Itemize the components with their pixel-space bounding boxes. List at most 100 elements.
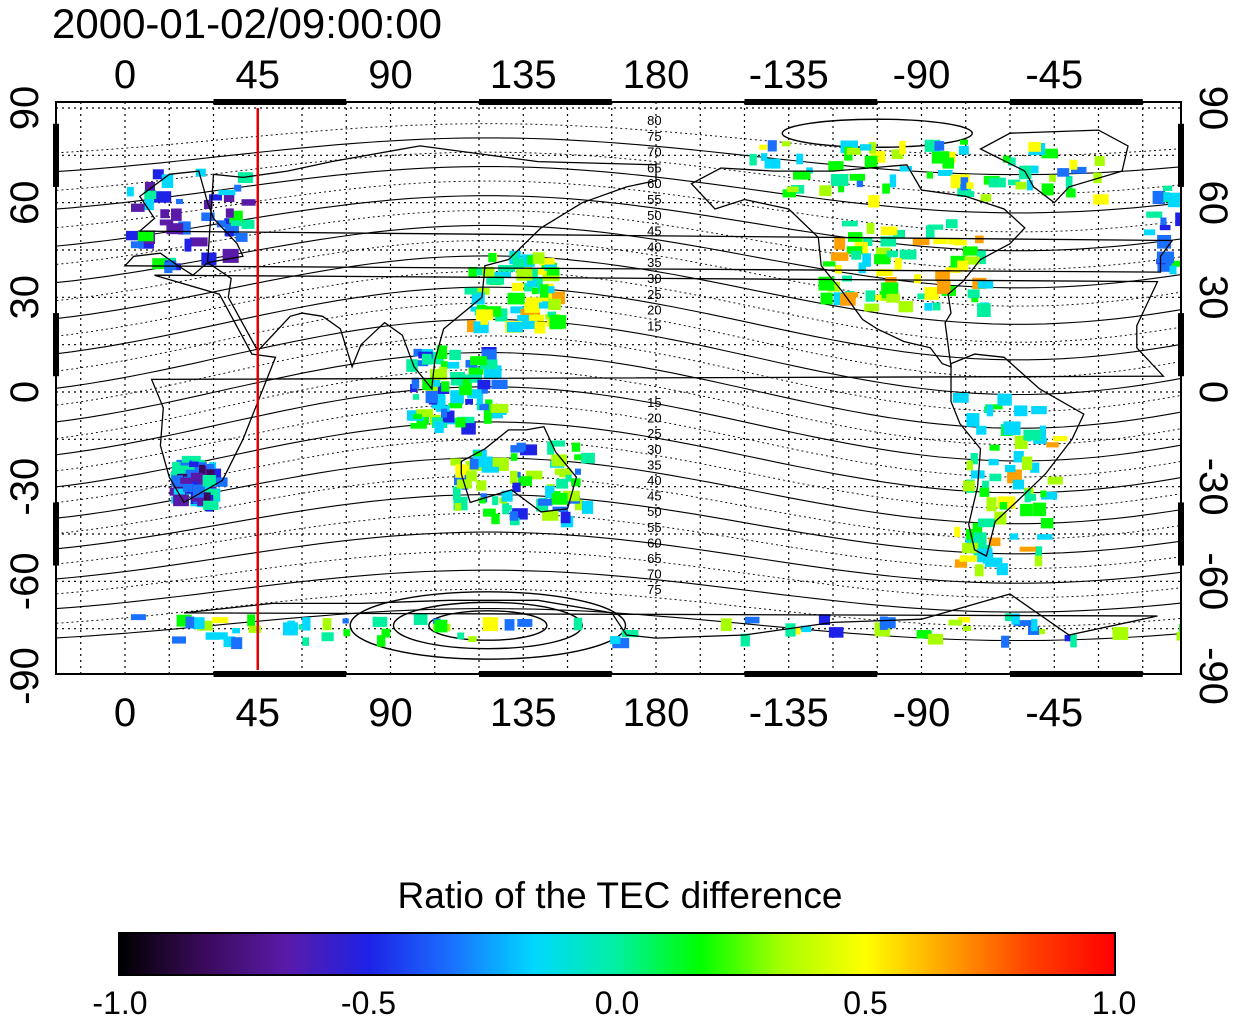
tec-patch [551, 492, 568, 505]
tec-patch [1009, 533, 1019, 540]
tec-patch [831, 252, 849, 261]
contour-label: 30 [647, 442, 661, 457]
tec-patch [534, 321, 546, 334]
latitude-tick-left: 90 [3, 86, 47, 131]
tec-patch [982, 480, 989, 492]
tec-patch [176, 614, 192, 627]
contour-line [56, 335, 1181, 412]
latitude-tick-right: -90 [1191, 647, 1235, 705]
tec-patch [184, 238, 192, 252]
tec-patch [581, 452, 595, 464]
frame-bar-top [1010, 99, 1143, 105]
tec-patch [381, 628, 391, 638]
tec-patch [130, 241, 144, 249]
tec-patch [927, 633, 944, 645]
contour-label: 20 [647, 411, 661, 426]
longitude-tick-bottom: -45 [1025, 691, 1083, 735]
tec-patch [966, 182, 974, 189]
tec-patch [455, 464, 465, 478]
tec-patch [565, 473, 572, 482]
tec-patch [200, 482, 211, 495]
tec-patch [860, 144, 872, 151]
latitude-tick-right: -30 [1191, 458, 1235, 516]
tec-patch [928, 224, 944, 230]
tec-patch [442, 410, 455, 423]
tec-patch [241, 199, 256, 206]
tec-patch [886, 293, 900, 303]
tec-patch [962, 480, 975, 492]
contour-line [56, 421, 1181, 494]
colorbar-tick-label: -0.5 [340, 985, 397, 1021]
tec-patch [1164, 192, 1181, 201]
tec-patch [551, 454, 567, 467]
tec-patch [438, 394, 445, 408]
tec-patch [209, 194, 222, 201]
tec-patch [959, 139, 968, 145]
tec-patch [1001, 635, 1010, 648]
tec-patch [573, 617, 583, 631]
tec-patch [441, 381, 450, 392]
contour-line [56, 403, 1181, 478]
tec-patch [477, 379, 491, 390]
tec-patch [985, 404, 1003, 410]
tec-patch [796, 153, 804, 165]
tec-patch [926, 171, 933, 179]
tec-patch [494, 272, 511, 278]
frame-bar-left [53, 123, 59, 187]
contour-label: 70 [647, 145, 661, 160]
tec-patch [476, 268, 483, 276]
tec-patch [171, 475, 184, 487]
contour-label: 25 [647, 287, 661, 302]
tec-patch [1037, 629, 1045, 635]
tec-patch [801, 625, 812, 633]
tec-patch [218, 189, 236, 196]
longitude-tick-bottom: 45 [236, 691, 281, 735]
colorbar-tick-label: 0.0 [594, 985, 640, 1021]
tec-patch [468, 636, 477, 642]
tec-patch [822, 261, 836, 267]
tec-patch [1013, 451, 1024, 463]
tec-patch [1175, 212, 1181, 227]
contour-label: 75 [647, 129, 661, 144]
tec-patch [164, 262, 173, 274]
tec-patch [989, 473, 1002, 482]
tec-patch [866, 222, 875, 234]
longitude-tick-top: -90 [893, 53, 951, 97]
latitude-tick-right: 60 [1191, 180, 1235, 225]
tec-patch [1011, 613, 1019, 619]
tec-patch [1146, 211, 1163, 218]
tec-patch [467, 320, 476, 333]
tec-patch [547, 441, 555, 455]
tec-patch [793, 171, 811, 180]
map-title: 2000-01-02/09:00:00 [52, 0, 442, 47]
longitude-tick-top: -45 [1025, 53, 1083, 97]
tec-patch [574, 454, 584, 461]
tec-patch [161, 174, 174, 188]
tec-patch [1143, 229, 1156, 236]
tec-patch [957, 617, 971, 623]
tec-patch [1037, 534, 1053, 540]
tec-patch [997, 393, 1012, 406]
tec-patch [954, 559, 968, 568]
tec-patch [933, 302, 941, 311]
tec-patch [948, 619, 962, 626]
frame-bar-bottom [479, 671, 612, 677]
coastline [206, 145, 657, 391]
tec-patch [454, 503, 462, 511]
latitude-tick-left: -30 [3, 458, 47, 516]
tec-patch [934, 141, 945, 151]
tec-patch [967, 289, 980, 299]
longitude-tick-bottom: 180 [623, 691, 690, 735]
tec-patch [937, 280, 951, 294]
tec-patch [476, 480, 487, 491]
frame-bar-left [53, 313, 59, 377]
tec-patch [372, 616, 388, 627]
longitude-tick-top: 45 [236, 53, 281, 97]
contour-line [56, 475, 1181, 540]
tec-patch [152, 258, 165, 270]
tec-patch [538, 498, 553, 506]
tec-patch [575, 468, 581, 475]
tec-patch [516, 267, 533, 281]
tec-patch [831, 174, 849, 187]
tec-patch [1020, 503, 1033, 517]
